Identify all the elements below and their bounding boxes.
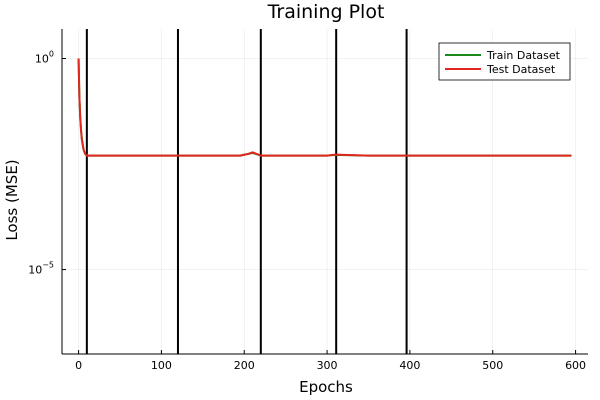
series-line-test (77, 58, 572, 157)
grid-layer (62, 29, 588, 354)
chart-title: Training Plot (267, 1, 385, 23)
x-tick-label: 200 (234, 359, 255, 372)
x-tick-label: 600 (565, 359, 586, 372)
x-axis-label: Epochs (299, 378, 353, 396)
x-tick-label: 400 (399, 359, 420, 372)
legend-label-test: Test Dataset (486, 63, 556, 76)
y-axis-label: Loss (MSE) (3, 159, 21, 240)
x-tick-label: 0 (75, 359, 82, 372)
tick-labels-layer: 0 100 200 300 400 500 600 100 10−5 (28, 50, 586, 372)
x-tick-label: 500 (482, 359, 503, 372)
vertical-lines-layer (85, 29, 408, 354)
y-tick-label: 10−5 (28, 261, 54, 277)
axes-layer (61, 29, 588, 355)
legend: Train Dataset Test Dataset (438, 42, 571, 81)
x-tick-label: 100 (151, 359, 172, 372)
legend-label-train: Train Dataset (486, 49, 561, 62)
x-tick-label: 300 (317, 359, 338, 372)
legend-box (438, 42, 571, 81)
y-tick-label: 100 (35, 50, 54, 66)
series-layer (77, 58, 572, 157)
